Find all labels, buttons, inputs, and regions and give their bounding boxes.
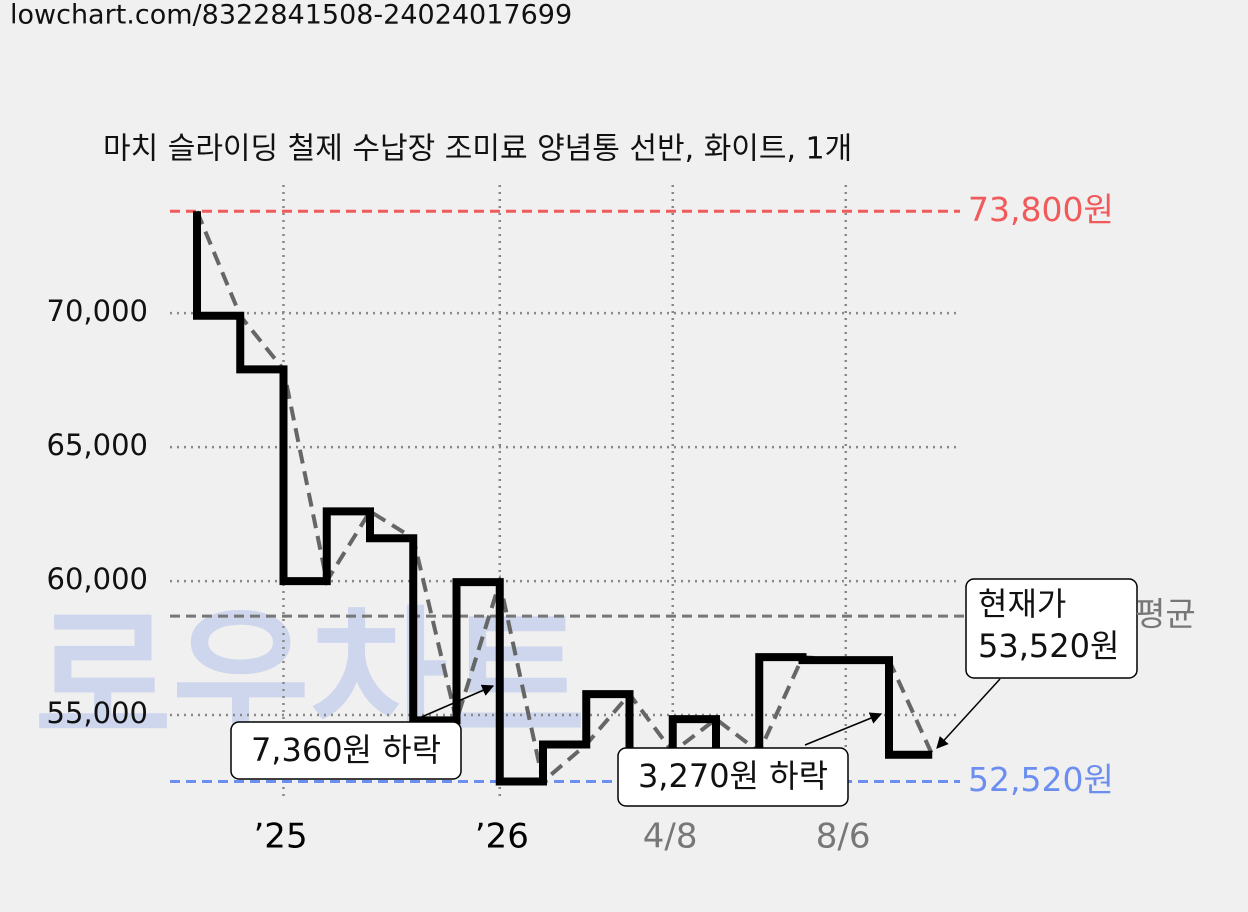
annotation-text: 현재가 [978, 585, 1066, 623]
plot [170, 209, 1138, 807]
y-tick-label: 60,000 [47, 562, 148, 596]
y-tick-label: 55,000 [47, 696, 148, 730]
annotation-text: 7,360원 하락 [251, 731, 441, 769]
price-line [193, 211, 933, 786]
y-tick-label: 70,000 [47, 294, 148, 328]
y-tick-label: 65,000 [47, 428, 148, 462]
annotation-text: 53,520원 [978, 627, 1119, 665]
x-tick-label: ’25 [254, 817, 308, 857]
annotation-arrow [409, 684, 495, 723]
reference-label: 73,800원 [968, 190, 1114, 229]
x-tick-label: 8/6 [816, 817, 871, 857]
x-tick-label: 4/8 [643, 817, 698, 857]
annotation-arrow [936, 678, 1001, 749]
url: lowchart.com/8322841508-24024017699 [10, 0, 572, 31]
annotation-box [965, 578, 1138, 679]
x-tick-label: ’26 [475, 817, 529, 857]
annotation-box [230, 721, 462, 780]
annotation-arrow [804, 712, 883, 746]
chart-title: 마치 슬라이딩 철제 수납장 조미료 양념통 선반, 화이트, 1개 [103, 132, 852, 167]
annotation-box [617, 747, 849, 807]
reference-label: 평균 [1135, 595, 1196, 634]
annotation-text: 3,270원 하락 [638, 757, 828, 795]
reference-label: 52,520원 [968, 760, 1114, 799]
